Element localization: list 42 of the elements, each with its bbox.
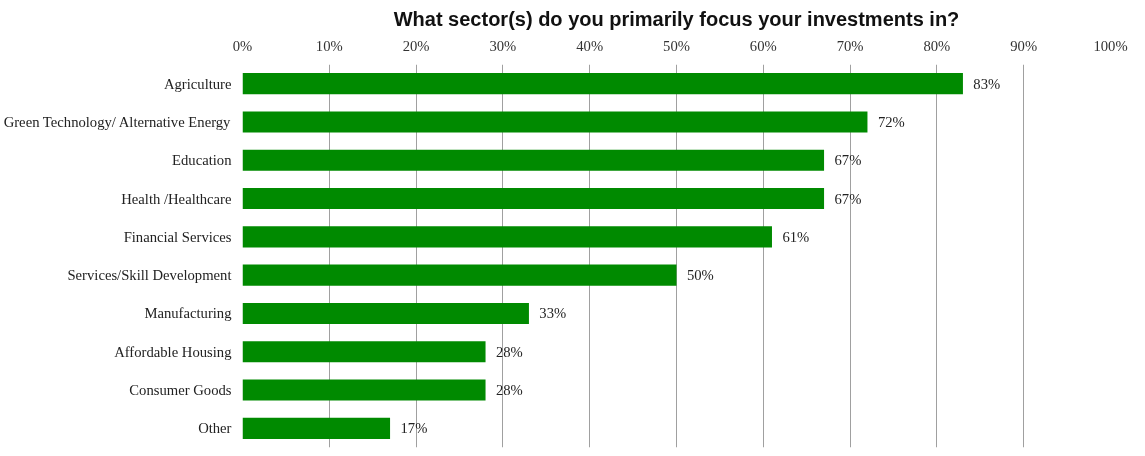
bar [242,264,677,286]
bar [242,341,486,363]
bar [242,188,825,210]
data-label: 17% [400,420,428,437]
bar [242,302,529,324]
x-tick-label: 60% [749,37,777,54]
bar [242,417,391,439]
data-label: 83% [973,75,1001,92]
data-label: 28% [495,382,523,399]
x-tick-label: 30% [489,37,517,54]
data-label: 72% [877,113,905,130]
y-tick-label: Manufacturing [144,305,233,322]
bar [242,73,963,95]
data-label: 67% [834,152,862,169]
x-tick-label: 70% [836,37,864,54]
y-tick-label: Agriculture [163,75,232,92]
x-tick-label: 80% [923,37,951,54]
data-label: 28% [495,343,523,360]
x-tick-label: 100% [1093,37,1128,54]
y-tick-label: Services/Skill Development [67,267,232,284]
y-tick-label: Consumer Goods [129,382,232,399]
x-tick-label: 20% [402,37,430,54]
x-tick-label: 50% [663,37,690,54]
x-tick-label: 90% [1010,37,1038,54]
bar [242,111,868,133]
y-tick-label: Financial Services [123,228,232,245]
bar [242,379,486,401]
y-tick-label: Health /Healthcare [121,190,232,207]
data-label: 67% [834,190,862,207]
chart-title: What sector(s) do you primarily focus your investments in? [393,7,960,30]
x-tick-label: 40% [576,37,604,54]
x-tick-label: 10% [315,37,343,54]
bar [242,226,772,248]
x-tick-label: 0% [232,37,253,54]
bar [242,149,825,171]
y-tick-label: Affordable Housing [114,343,233,360]
y-tick-label: Green Technology/ Alternative Energy [3,113,232,130]
y-tick-label: Other [198,420,232,437]
y-tick-label: Education [172,152,233,169]
data-label: 50% [686,267,714,284]
data-label: 33% [539,305,567,322]
data-label: 61% [782,228,810,245]
